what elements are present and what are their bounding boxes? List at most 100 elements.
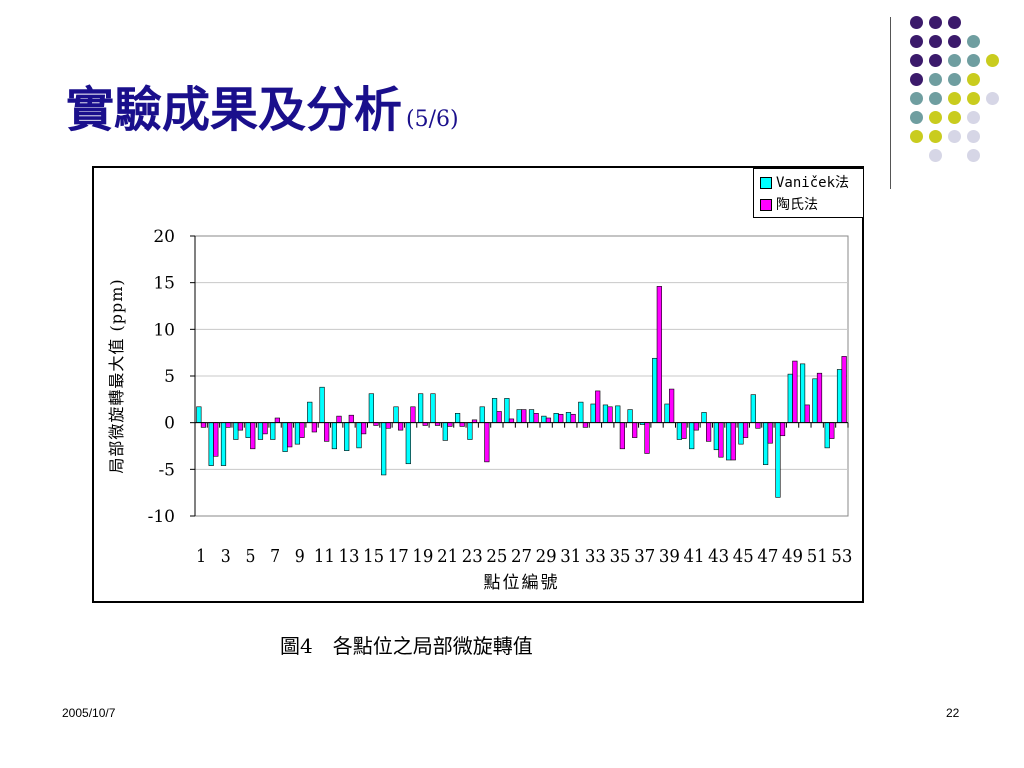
legend-entry-vanicek: Vaniček法 bbox=[760, 173, 849, 193]
decorative-dot bbox=[929, 16, 942, 29]
bar bbox=[447, 422, 453, 427]
bar bbox=[225, 422, 231, 428]
bar bbox=[405, 422, 411, 465]
chart-frame: 20 15 10 5 0 -5 -10 1 3 5 7 9 11 13 15 17 19 21 23 25 27 29 31… bbox=[92, 166, 864, 603]
bar bbox=[381, 422, 387, 476]
bar bbox=[804, 404, 810, 423]
bar bbox=[676, 422, 682, 440]
decorative-dot bbox=[929, 130, 942, 143]
bar bbox=[454, 413, 461, 423]
x-tick-label: 27 bbox=[511, 546, 532, 567]
bar bbox=[237, 422, 244, 431]
bar bbox=[250, 422, 256, 450]
x-tick-label: 35 bbox=[610, 546, 631, 567]
bar bbox=[669, 388, 675, 423]
x-tick-label: 19 bbox=[412, 546, 433, 567]
bar bbox=[632, 422, 638, 438]
y-tick-label: 5 bbox=[164, 367, 175, 387]
slide-title-subtitle: (5/6) bbox=[406, 107, 459, 132]
decorative-dot bbox=[929, 149, 942, 162]
legend-swatch-vanicek bbox=[760, 177, 772, 189]
decorative-dot bbox=[948, 54, 961, 67]
bar bbox=[755, 422, 761, 429]
figure-caption: 圖4 各點位之局部微旋轉值 bbox=[280, 634, 533, 658]
title-divider bbox=[890, 17, 891, 189]
decorative-dot bbox=[929, 111, 942, 124]
bar bbox=[459, 422, 465, 427]
decorative-dot-grid bbox=[910, 16, 1010, 166]
bar bbox=[220, 422, 227, 466]
x-tick-label: 15 bbox=[363, 546, 384, 567]
bar bbox=[361, 422, 367, 435]
x-tick-label: 7 bbox=[270, 546, 280, 567]
bar bbox=[287, 422, 293, 448]
x-tick-label: 33 bbox=[585, 546, 606, 567]
legend-label-vanicek: Vaniček法 bbox=[776, 175, 850, 191]
decorative-dot bbox=[948, 111, 961, 124]
x-tick-label: 37 bbox=[634, 546, 655, 567]
decorative-dot bbox=[929, 73, 942, 86]
x-tick-label: 47 bbox=[757, 546, 778, 567]
bar bbox=[397, 422, 404, 431]
bar bbox=[841, 356, 847, 423]
bar bbox=[681, 422, 687, 439]
decorative-dot bbox=[967, 149, 980, 162]
bar bbox=[726, 422, 732, 461]
x-tick-label: 29 bbox=[536, 546, 557, 567]
bar bbox=[664, 403, 670, 423]
bar bbox=[484, 422, 490, 463]
bar bbox=[196, 406, 202, 423]
bar bbox=[491, 398, 498, 423]
bar bbox=[521, 409, 527, 423]
bar bbox=[344, 422, 350, 451]
bar bbox=[763, 422, 769, 465]
x-tick-label: 5 bbox=[245, 546, 255, 567]
decorative-dot bbox=[948, 35, 961, 48]
bar bbox=[393, 406, 399, 423]
bar bbox=[799, 363, 806, 423]
decorative-dot bbox=[910, 130, 923, 143]
bar bbox=[578, 401, 584, 423]
bar bbox=[336, 415, 342, 423]
decorative-dot bbox=[967, 54, 980, 67]
decorative-dot bbox=[967, 73, 980, 86]
decorative-dot bbox=[910, 35, 923, 48]
x-tick-label: 23 bbox=[462, 546, 483, 567]
decorative-dot bbox=[910, 73, 923, 86]
bar bbox=[836, 369, 843, 423]
footer-page-number: 22 bbox=[946, 706, 960, 720]
bar bbox=[689, 422, 695, 450]
bar bbox=[528, 409, 535, 423]
bar bbox=[245, 422, 251, 438]
x-tick-label: 43 bbox=[708, 546, 729, 567]
bar bbox=[368, 393, 374, 423]
decorative-dot bbox=[967, 92, 980, 105]
bar bbox=[348, 414, 354, 423]
bar bbox=[262, 422, 268, 435]
x-tick-label: 53 bbox=[831, 546, 852, 567]
x-tick-label: 31 bbox=[560, 546, 581, 567]
bar bbox=[299, 422, 305, 438]
decorative-dot bbox=[910, 92, 923, 105]
y-tick-label: -5 bbox=[158, 460, 175, 480]
bar bbox=[644, 422, 650, 454]
bar bbox=[541, 415, 547, 423]
bar bbox=[792, 360, 798, 423]
y-tick-label: 20 bbox=[153, 227, 175, 247]
bar bbox=[533, 413, 539, 423]
decorative-dot bbox=[948, 130, 961, 143]
bar bbox=[693, 422, 699, 431]
slide-title-text: 實驗成果及分析 bbox=[66, 82, 403, 138]
legend-label-tao: 陶氏法 bbox=[776, 197, 818, 213]
decorative-dot bbox=[948, 73, 961, 86]
bar bbox=[307, 401, 313, 423]
bar bbox=[294, 422, 301, 445]
decorative-dot bbox=[948, 92, 961, 105]
bar bbox=[356, 422, 362, 449]
bar bbox=[270, 422, 276, 440]
bar bbox=[282, 422, 288, 452]
bar bbox=[558, 413, 564, 423]
bar bbox=[319, 386, 325, 423]
x-axis-title: 點位編號 bbox=[484, 573, 560, 593]
